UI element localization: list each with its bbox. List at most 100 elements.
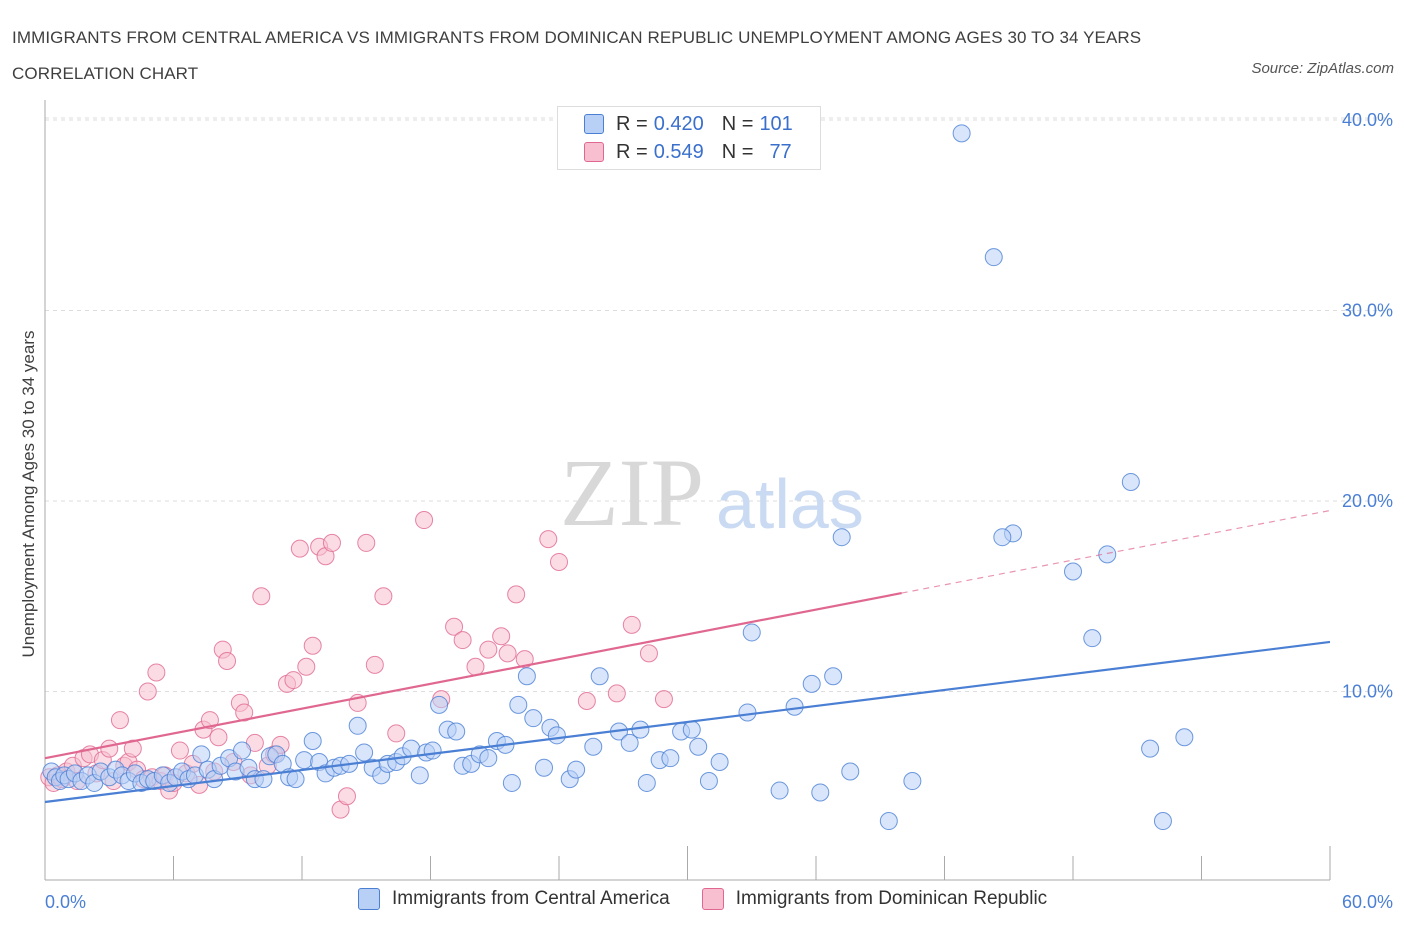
legend-item-dominican-republic[interactable]: Immigrants from Dominican Republic [701,888,1048,910]
legend-item-central-america[interactable]: Immigrants from Central America [358,888,670,910]
point-dominican-republic [322,533,341,552]
x-tick-label-min: 0.0% [45,892,86,912]
point-dominican-republic [654,690,673,709]
point-dominican-republic [147,663,166,682]
point-dominican-republic [387,724,406,743]
point-dominican-republic [550,552,568,571]
point-central-america [286,770,305,789]
legend-row-dominican-republic: R = 0.549 N = 77 [584,139,792,165]
point-dominican-republic [303,636,322,655]
point-central-america [509,695,528,714]
y-axis-label: Unemployment Among Ages 30 to 34 years [19,331,38,658]
point-central-america [710,752,729,771]
point-central-america [410,766,429,785]
legend-swatch-pink [701,888,724,910]
point-dominican-republic [415,511,434,530]
point-dominican-republic [170,741,189,760]
y-tick-label: 20.0% [1342,491,1393,511]
watermark: ZIP atlas [560,439,864,546]
point-central-america [661,749,680,768]
y-tick-label: 10.0% [1342,682,1393,702]
trend-line-dominican-republic-extension [901,509,1331,594]
point-central-america [423,741,442,760]
point-dominican-republic [218,652,237,671]
y-tick-label: 40.0% [1342,110,1393,130]
legend-r-label: R = [616,112,648,135]
point-central-america [192,745,211,764]
point-dominican-republic [357,533,376,552]
point-central-america [993,528,1012,547]
point-central-america [802,674,821,693]
point-dominican-republic [337,787,356,806]
correlation-legend: R = 0.420 N = 101 R = 0.549 N = 77 [557,106,821,170]
point-dominican-republic [445,617,464,636]
point-dominican-republic [453,631,472,650]
point-central-america [811,783,830,802]
point-central-america [742,623,761,642]
point-dominican-republic [252,587,271,606]
legend-label: Immigrants from Central America [392,888,670,909]
point-central-america [984,248,1003,267]
point-central-america [502,773,521,792]
point-central-america [348,716,367,735]
point-central-america [689,737,708,756]
point-central-america [682,720,701,739]
point-dominican-republic [365,655,384,674]
point-central-america [738,703,757,722]
point-central-america [567,760,586,779]
chart-title: IMMIGRANTS FROM CENTRAL AMERICA VS IMMIG… [12,28,1142,83]
point-central-america [355,743,374,762]
chart-source: Source: ZipAtlas.com [1251,60,1394,77]
legend-n-value: 77 [769,140,792,163]
legend-n-label: N = [721,112,754,135]
axes [44,100,1331,881]
watermark-zip: ZIP [560,439,704,546]
point-central-america [547,726,566,745]
trend-line-central-america [44,640,1331,804]
point-central-america [832,528,851,547]
legend-r-label: R = [616,140,648,163]
point-dominican-republic [200,711,219,730]
grid-lines [45,117,1390,692]
point-central-america [1141,739,1160,758]
legend-swatch-blue [584,114,604,134]
point-central-america [1175,728,1194,747]
legend-label: Immigrants from Dominican Republic [735,888,1048,909]
point-central-america [841,762,860,781]
point-central-america [770,781,789,800]
point-central-america [524,709,543,728]
point-dominican-republic [622,615,641,634]
legend-n-value: 101 [759,112,793,135]
point-central-america [535,758,554,777]
point-central-america [295,751,314,770]
point-central-america [952,124,971,143]
point-central-america [785,697,804,716]
point-dominican-republic [297,657,316,676]
point-dominican-republic [374,587,393,606]
point-dominican-republic [507,585,526,604]
point-central-america [233,741,252,760]
x-tick-label-max: 60.0% [1342,892,1393,912]
point-central-america [447,722,466,741]
point-central-america [584,737,603,756]
point-dominican-republic [110,711,129,730]
point-dominican-republic [235,703,254,722]
point-dominican-republic [639,644,658,663]
y-tick-label: 30.0% [1342,301,1393,321]
point-central-america [1083,629,1102,648]
point-dominican-republic [466,657,485,676]
point-dominican-republic [539,530,558,549]
legend-swatch-pink [584,142,604,162]
legend-swatch-blue [358,888,380,910]
point-central-america [430,695,449,714]
point-dominican-republic [284,671,303,690]
point-central-america [517,667,536,686]
trend-lines [44,509,1331,804]
point-dominican-republic [577,692,596,711]
legend-row-central-america: R = 0.420 N = 101 [584,111,793,137]
point-central-america [479,749,498,768]
point-central-america [303,732,322,751]
point-central-america [1121,472,1140,491]
point-dominican-republic [209,728,228,747]
